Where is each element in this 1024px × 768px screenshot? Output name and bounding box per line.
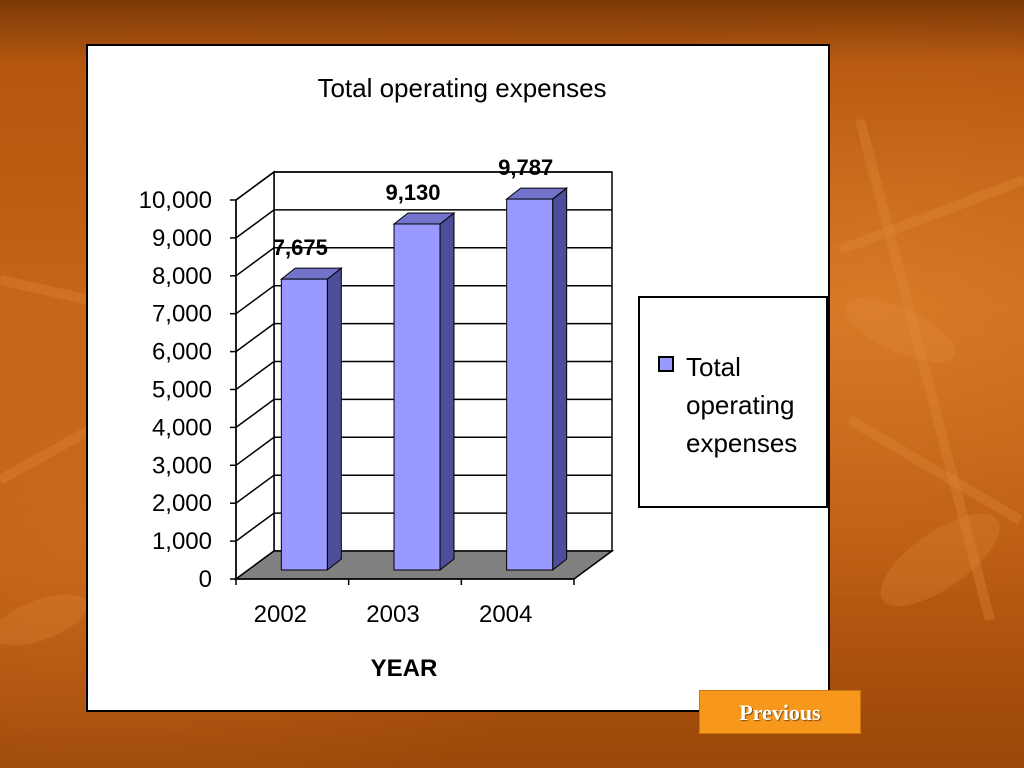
gridline — [235, 209, 612, 239]
x-tick-label: 2002 — [254, 601, 307, 628]
gridline — [235, 512, 612, 542]
bar-side — [552, 187, 568, 572]
gridline — [235, 247, 612, 277]
bar-chart: Total operating expenses 0 1,000 2,000 3,00… — [139, 73, 615, 682]
y-tick-label: 8,000 — [152, 263, 212, 290]
gridline — [235, 436, 612, 466]
y-tick-label: 10,000 — [139, 187, 212, 214]
bar-side — [326, 267, 342, 572]
x-axis-title: YEAR — [371, 655, 438, 682]
chart-title: Total operating expenses — [317, 73, 606, 103]
y-tick-label: 0 — [199, 566, 212, 593]
y-tick-label: 2,000 — [152, 490, 212, 517]
chart-legend: Total operating expenses — [638, 296, 828, 508]
bar — [506, 198, 554, 571]
legend-swatch — [658, 356, 674, 372]
data-label: 9,787 — [498, 155, 553, 180]
bar — [280, 278, 328, 571]
gridline — [235, 398, 612, 429]
previous-button[interactable]: Previous — [699, 690, 861, 734]
x-tick-label: 2003 — [366, 601, 419, 628]
data-label: 9,130 — [385, 180, 440, 205]
gridline — [235, 284, 612, 315]
y-tick-label: 6,000 — [152, 339, 212, 366]
x-tick-label: 2004 — [479, 601, 532, 628]
legend-label: Total operating expenses — [686, 352, 798, 458]
y-tick-label: 3,000 — [152, 452, 212, 479]
y-tick-label: 4,000 — [152, 414, 212, 441]
gridline — [235, 474, 612, 504]
gridline — [235, 171, 612, 201]
gridline — [235, 360, 612, 391]
y-tick-label: 1,000 — [152, 528, 212, 555]
y-tick-label: 9,000 — [152, 225, 212, 252]
data-label: 7,675 — [273, 235, 328, 260]
bar — [393, 223, 441, 571]
y-tick-label: 5,000 — [152, 377, 212, 404]
bar-side — [439, 211, 455, 572]
y-tick-label: 7,000 — [152, 301, 212, 328]
chart-container: Total operating expenses 0 1,000 2,000 3,00… — [86, 44, 830, 712]
gridline — [235, 322, 612, 353]
